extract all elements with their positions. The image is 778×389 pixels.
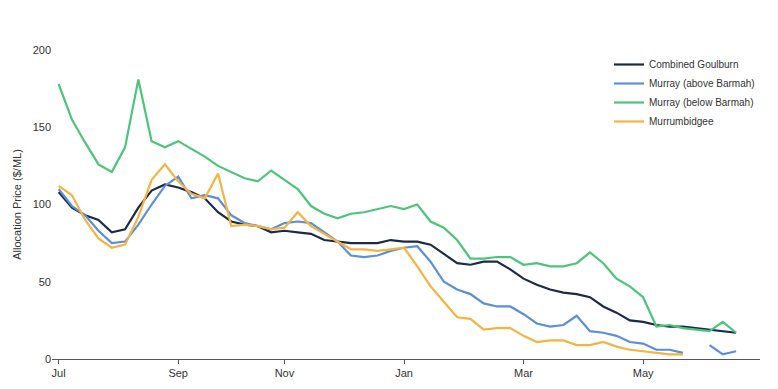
svg-text:200: 200 bbox=[33, 44, 51, 56]
svg-text:Nov: Nov bbox=[275, 367, 295, 379]
svg-text:Jul: Jul bbox=[52, 367, 66, 379]
svg-text:Sep: Sep bbox=[168, 367, 188, 379]
svg-text:Allocation Price ($/ML): Allocation Price ($/ML) bbox=[11, 149, 23, 260]
svg-text:150: 150 bbox=[33, 121, 51, 133]
svg-text:Murray (above Barmah): Murray (above Barmah) bbox=[649, 78, 755, 89]
svg-text:May: May bbox=[633, 367, 654, 379]
svg-text:Murrumbidgee: Murrumbidgee bbox=[649, 116, 714, 127]
svg-text:Jan: Jan bbox=[395, 367, 413, 379]
svg-text:Combined Goulburn: Combined Goulburn bbox=[649, 59, 739, 70]
svg-text:50: 50 bbox=[39, 276, 51, 288]
svg-text:100: 100 bbox=[33, 198, 51, 210]
svg-text:0: 0 bbox=[45, 353, 51, 365]
svg-text:Mar: Mar bbox=[514, 367, 533, 379]
svg-text:Murray (below Barmah): Murray (below Barmah) bbox=[649, 97, 753, 108]
